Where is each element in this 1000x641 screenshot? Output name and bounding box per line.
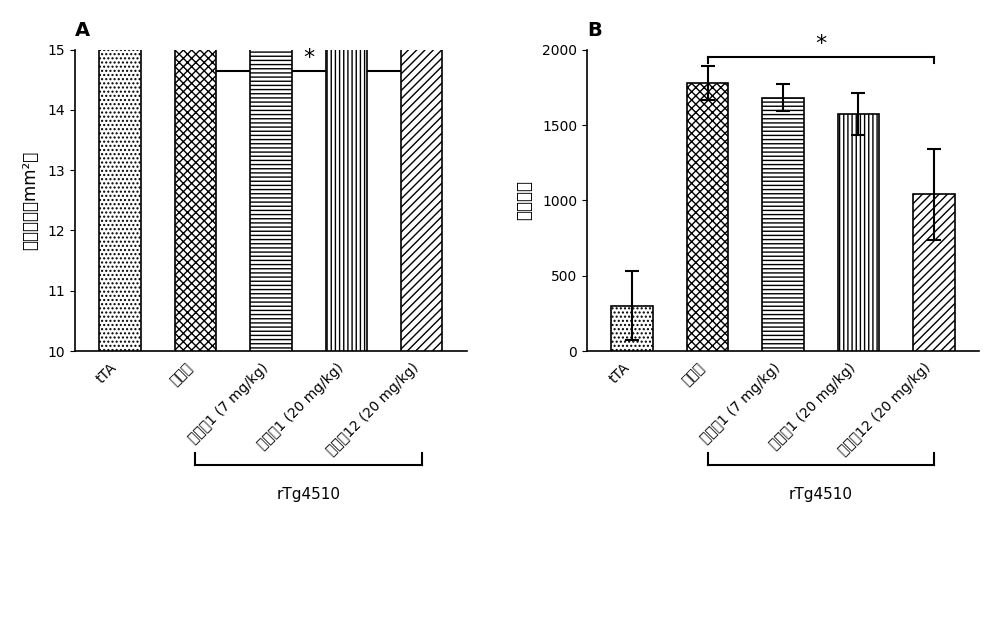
Text: A: A: [75, 21, 90, 40]
Bar: [250, 0, 292, 351]
Text: B: B: [587, 21, 602, 40]
Text: rTg4510: rTg4510: [789, 487, 853, 502]
Text: rTg4510: rTg4510: [277, 487, 341, 502]
Bar: [762, 98, 804, 351]
Y-axis label: 平均强度: 平均强度: [516, 180, 534, 221]
Y-axis label: 区域大小［mm²］: 区域大小［mm²］: [21, 151, 39, 250]
Bar: [687, 83, 728, 351]
Bar: [175, 0, 216, 351]
Bar: [913, 194, 955, 351]
Bar: [326, 0, 367, 351]
Text: *: *: [815, 34, 826, 54]
Bar: [99, 0, 141, 351]
Bar: [838, 113, 879, 351]
Bar: [401, 0, 442, 351]
Text: *: *: [303, 48, 314, 68]
Bar: [611, 306, 653, 351]
